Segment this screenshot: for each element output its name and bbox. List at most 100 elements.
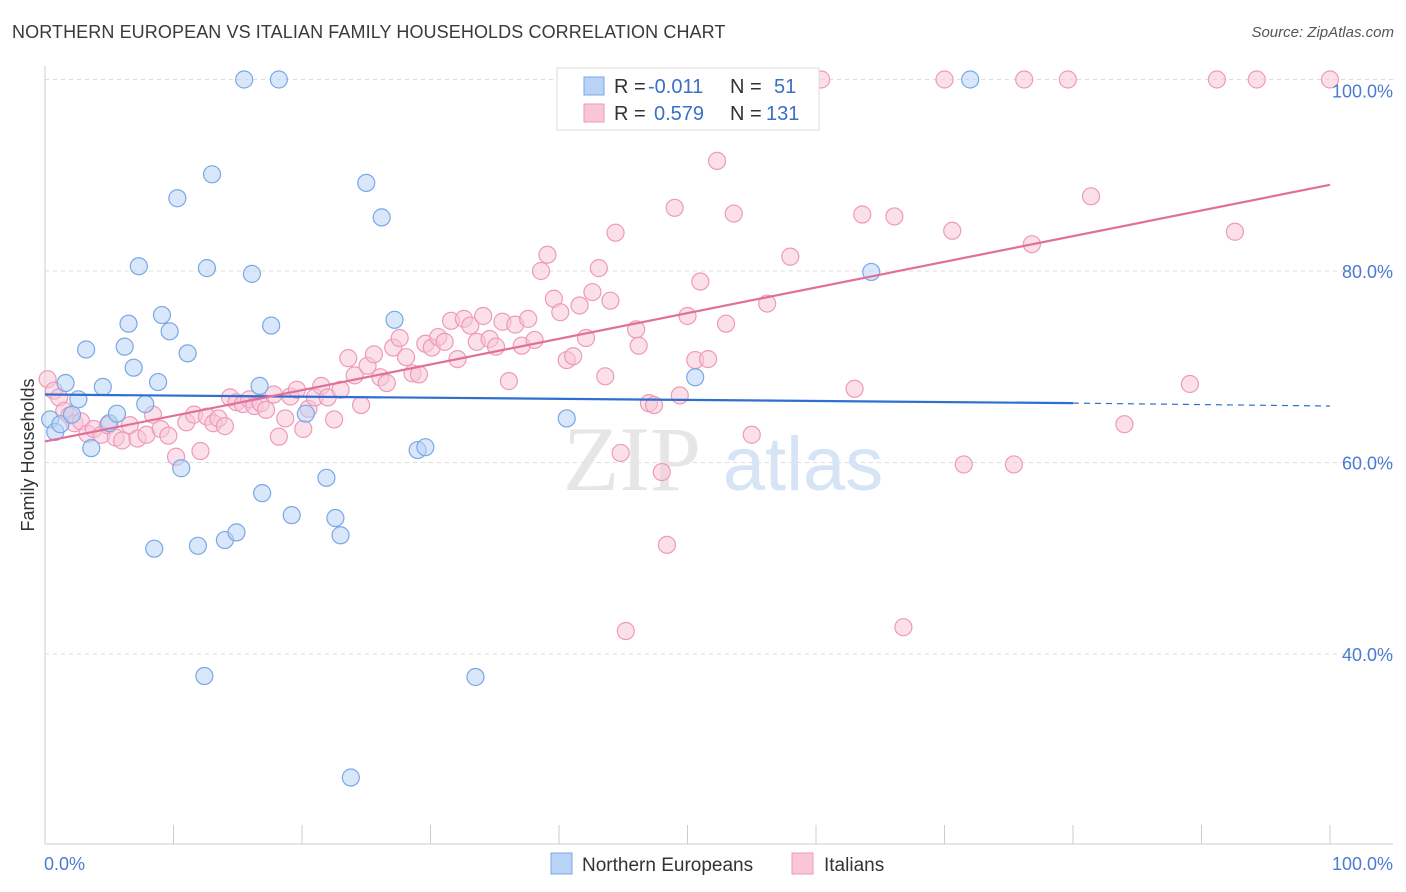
italian-point: [629, 336, 648, 355]
northern-european-point: [69, 390, 88, 409]
italian-point: [531, 261, 551, 281]
northern-european-point: [250, 376, 269, 395]
axes: [44, 66, 1393, 845]
northern-european-point: [357, 173, 376, 193]
italian-point: [845, 379, 864, 398]
italian-point: [294, 419, 313, 439]
italian-point: [644, 395, 664, 415]
italian-point: [1015, 70, 1034, 89]
italian-point: [1225, 222, 1245, 241]
italian-point: [652, 462, 671, 482]
italian-point: [519, 309, 538, 328]
italian-point: [611, 443, 630, 463]
northern-european-point: [124, 358, 143, 377]
northern-european-point: [202, 165, 222, 184]
x-tick-label-max: 100.0%: [1332, 854, 1393, 874]
italian-point: [1058, 70, 1077, 89]
italian-point: [461, 316, 480, 335]
northern-european-point: [235, 70, 254, 89]
italian-point: [589, 259, 608, 278]
italian-point: [269, 427, 288, 446]
italian-point: [215, 417, 234, 436]
northern-european-point: [93, 377, 112, 396]
italian-point: [707, 151, 727, 170]
italian-point: [1207, 70, 1227, 89]
italian-point: [499, 372, 518, 391]
italian-point: [364, 345, 384, 364]
northern-european-point: [262, 316, 281, 335]
northern-european-point: [557, 409, 576, 428]
legend-r-value-pink: 0.579: [654, 103, 704, 125]
bottom-legend-label-pink: Italians: [824, 855, 884, 876]
northern-european-point: [326, 508, 345, 528]
bottom-legend-swatch-blue: [550, 852, 573, 875]
northern-european-point: [372, 208, 391, 227]
italian-point: [390, 328, 409, 348]
trendlines: [44, 183, 1331, 443]
bottom-legend-swatch-pink: [791, 852, 814, 875]
italian-point: [276, 409, 295, 428]
northern-european-point: [77, 340, 96, 359]
italian-point: [606, 223, 625, 242]
northern-european-point: [282, 506, 301, 525]
legend-swatch-pink: [583, 103, 605, 123]
italian-point: [325, 410, 344, 429]
italian-point: [678, 306, 697, 326]
northern-european-point: [341, 768, 360, 787]
italians-trendline: [44, 183, 1331, 443]
northern-european-point: [188, 536, 208, 555]
northern-europeans-trendline-extension: [1072, 402, 1331, 407]
italian-point: [657, 535, 677, 554]
italian-point: [853, 205, 872, 224]
italian-point: [596, 367, 615, 386]
legend-n-value-blue: 51: [774, 76, 796, 98]
northern-european-point: [152, 305, 172, 325]
italian-point: [935, 70, 954, 89]
italian-point: [538, 245, 557, 264]
italian-point: [256, 400, 276, 419]
italian-point: [112, 431, 132, 450]
watermark: ZIP atlas: [563, 408, 883, 510]
italian-point: [1115, 415, 1134, 434]
y-axis-label: Family Households: [18, 378, 38, 531]
northern-european-point: [148, 372, 168, 392]
northern-european-point: [242, 264, 261, 283]
italian-point: [742, 425, 761, 444]
italian-point: [474, 306, 493, 326]
northern-european-point: [317, 468, 336, 487]
italian-point: [339, 349, 358, 368]
northern-european-point: [82, 439, 101, 458]
legend-r-value-blue: -0.011: [648, 76, 703, 98]
watermark-zip: ZIP: [563, 408, 701, 510]
northern-european-point: [466, 667, 485, 687]
legend-n-value-pink: 131: [766, 103, 799, 125]
italian-point: [564, 347, 583, 366]
italian-point: [352, 395, 371, 415]
northern-european-point: [385, 310, 404, 329]
italian-point: [670, 386, 689, 405]
italian-point: [758, 294, 777, 313]
italian-point: [1320, 70, 1340, 89]
italian-point: [943, 221, 962, 240]
northern-european-point: [331, 526, 350, 545]
italian-point: [781, 247, 800, 266]
italian-point: [1004, 455, 1023, 474]
northern-european-point: [136, 394, 155, 414]
northern-european-point: [416, 438, 435, 457]
italian-point: [1180, 374, 1200, 394]
legend-box: R = -0.011 N = 51 R = 0.579 N = 131: [556, 67, 820, 131]
italian-point: [551, 303, 570, 322]
italian-point: [159, 426, 178, 445]
bottom-legend: Northern Europeans Italians: [550, 852, 884, 876]
northern-european-point: [253, 484, 272, 503]
italian-point: [396, 348, 416, 367]
italian-point: [698, 349, 718, 369]
northern-europeans-trendline: [44, 393, 1074, 405]
italian-point: [191, 441, 210, 461]
northern-european-point: [168, 189, 187, 208]
italian-point: [570, 296, 589, 315]
gridlines: [45, 79, 1393, 655]
northern-european-point: [195, 666, 214, 686]
northern-european-point: [172, 459, 191, 478]
